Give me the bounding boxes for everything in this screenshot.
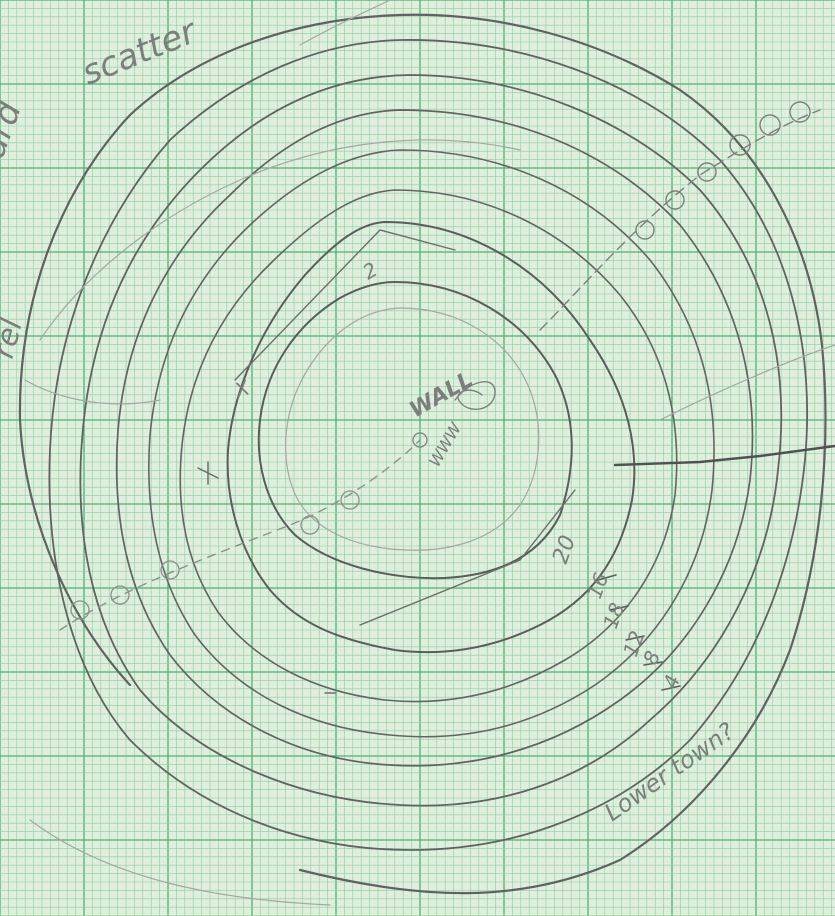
faint-arc-bottom-left [29, 819, 331, 906]
scatter-circle-2 [759, 114, 781, 136]
spot-height-left: X [231, 375, 254, 403]
label-scatter: scatter [76, 11, 203, 93]
dotted-line-left [59, 439, 421, 631]
scatter-dash-line [539, 109, 821, 331]
faint-arc-upper [39, 139, 521, 341]
scatter-circle-12 [412, 432, 428, 448]
contour-line-3 [79, 74, 783, 807]
scatter-circle-9 [160, 560, 180, 580]
scatter-circle-11 [70, 600, 90, 620]
east-boundary-line [613, 444, 835, 467]
spot-height-18: 18 [598, 600, 629, 632]
scatter-circle-1 [789, 101, 811, 123]
cross-section-ticks [597, 574, 681, 691]
contour-line-6 [179, 189, 678, 703]
faint-arc-left [24, 379, 161, 405]
contour-line-summit [257, 281, 573, 580]
scatter-circle-7 [340, 490, 360, 510]
spot-height-16: 16 [582, 570, 613, 602]
contour-line-faint-inner [285, 307, 540, 551]
scatter-circle-6 [635, 220, 655, 240]
spot-height-8: 8 [638, 648, 665, 668]
contour-line-4 [115, 109, 754, 767]
small-x-mark [197, 461, 219, 485]
faint-arc-top [299, 0, 391, 46]
contour-line-5 [148, 149, 715, 738]
label-wall: WALL [406, 367, 478, 423]
scatter-circle-3 [729, 134, 751, 156]
label-edge-left: rel [0, 315, 30, 362]
scatter-circle-5 [665, 190, 685, 210]
scatter-circle-4 [697, 162, 717, 182]
wall-chord-line-lower [359, 489, 576, 626]
faint-arc-lower-right [659, 344, 835, 421]
scatter-circle-10 [110, 585, 130, 605]
wall-scribble [454, 381, 496, 410]
contour-line-2 [48, 39, 808, 851]
wall-chord-line [234, 229, 456, 381]
contour-line-outer [18, 13, 827, 895]
contour-line-wall [226, 221, 636, 654]
scatter-circle-8 [300, 515, 320, 535]
